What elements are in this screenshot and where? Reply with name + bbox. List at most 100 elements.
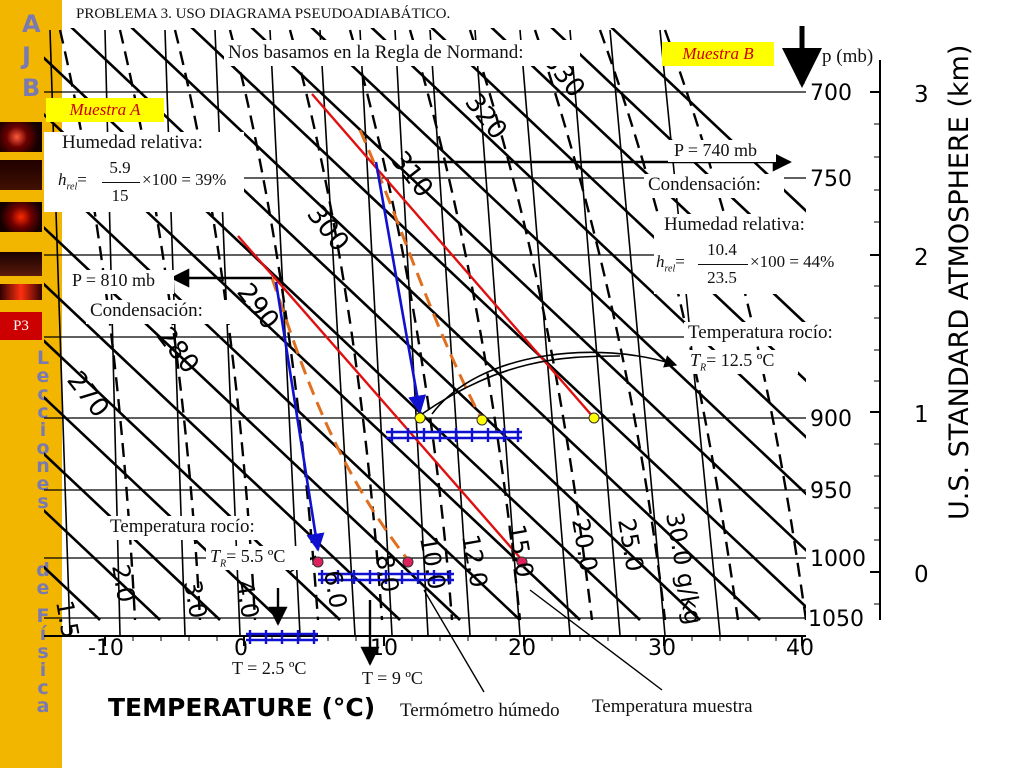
x-tick-label: 40 bbox=[786, 636, 814, 661]
sidebar-letter: c bbox=[37, 401, 49, 423]
mixing-ratio-label: 15.0 bbox=[502, 522, 539, 579]
p-tick-label: 700 bbox=[810, 81, 852, 106]
x-axis-title: TEMPERATURE (°C) bbox=[108, 693, 375, 722]
label-background bbox=[358, 668, 446, 692]
normand-rule-note: Nos basamos en la Regla de Normand: bbox=[228, 42, 524, 63]
p-tick-label: 900 bbox=[810, 407, 852, 432]
sample-b-moist-path bbox=[358, 129, 484, 421]
sidebar-letter: F bbox=[36, 605, 50, 627]
sample-a-rh-result: ×100 = 39% bbox=[142, 170, 227, 189]
label-background bbox=[44, 132, 244, 212]
thumbnail-image[interactable] bbox=[0, 284, 42, 300]
sample-b-dry-path bbox=[311, 93, 595, 419]
thumbnail-image[interactable] bbox=[0, 122, 42, 152]
sample-moist-paths bbox=[270, 129, 484, 561]
sample-b-rh-den: 23.5 bbox=[707, 268, 737, 287]
x-tick-label: 30 bbox=[648, 636, 676, 661]
adiabat-label: 300 bbox=[300, 200, 354, 258]
sample-a-dew-label: Temperatura rocío: bbox=[110, 516, 255, 537]
sample-b-rh-formula: hrel= 10.4 23.5 ×100 = 44% bbox=[656, 240, 835, 287]
label-background bbox=[654, 214, 866, 294]
sidebar-letter: i bbox=[39, 659, 47, 681]
sample-point-a bbox=[516, 556, 528, 568]
x-tick-label: 20 bbox=[508, 636, 536, 661]
x-tick-label: -10 bbox=[88, 636, 124, 661]
sidebar-letter: n bbox=[36, 455, 50, 477]
km-tick-label: 2 bbox=[914, 245, 929, 271]
sample-b-dew-value: TR= 12.5 ºC bbox=[690, 350, 774, 374]
wet-bulb-label: Termómetro húmedo bbox=[400, 700, 560, 721]
slide-number-badge: P3 bbox=[0, 312, 42, 340]
sidebar-letter: c bbox=[37, 677, 49, 699]
mixing-ratio-label: 2.0 bbox=[106, 562, 140, 604]
sidebar-letter: s bbox=[37, 491, 49, 513]
mixing-ratio-label: 1.5 bbox=[50, 598, 84, 640]
thumbnail-image[interactable] bbox=[0, 202, 42, 232]
sample-b-temp-value: T = 9 ºC bbox=[362, 668, 423, 688]
sample-mixing-paths bbox=[274, 161, 427, 552]
mixing-ratio-label: 6.0 bbox=[318, 568, 352, 610]
sidebar-letter: A bbox=[22, 10, 41, 38]
sample-b-cond-label: Condensación: bbox=[648, 174, 761, 195]
km-tick-label: 3 bbox=[914, 82, 929, 108]
sample-a-dew-value: TR= 5.5 ºC bbox=[210, 546, 285, 570]
km-axis-title: U.S. STANDARD ATMOSPHERE (km) bbox=[944, 45, 975, 520]
sample-a-mixing-path bbox=[274, 281, 325, 552]
sample-b-dew-label: Temperatura rocío: bbox=[688, 322, 833, 343]
label-background bbox=[644, 174, 784, 198]
label-background bbox=[668, 140, 776, 162]
sample-temp-label: Temperatura muestra bbox=[592, 696, 753, 717]
sidebar-letter: o bbox=[36, 437, 50, 459]
pressure-unit-label: p (mb) bbox=[822, 46, 874, 67]
label-background bbox=[686, 350, 798, 374]
thumbnail-image[interactable] bbox=[0, 252, 42, 276]
rh-sub: rel bbox=[664, 263, 676, 275]
label-background bbox=[86, 300, 234, 324]
sample-point-b bbox=[588, 412, 600, 424]
label-background bbox=[228, 658, 328, 682]
adiabat-label: 270 bbox=[60, 366, 114, 424]
hatched-bars bbox=[246, 428, 522, 644]
x-tick-label: 10 bbox=[370, 636, 398, 661]
arrow-wet-bulb bbox=[423, 589, 485, 693]
dew-value-text: = 12.5 ºC bbox=[706, 350, 775, 370]
label-background bbox=[104, 516, 288, 540]
sidebar-letter: e bbox=[36, 473, 50, 495]
sample-b-rh-label: Humedad relativa: bbox=[664, 214, 805, 235]
slide-title: PROBLEMA 3. USO DIAGRAMA PSEUDOADIABÁTIC… bbox=[76, 6, 451, 22]
diagram-grid bbox=[44, 28, 806, 635]
mixing-ratio-label: 12.0 bbox=[456, 532, 493, 589]
annotation-arrows bbox=[170, 26, 822, 693]
sample-a-rh-num: 5.9 bbox=[109, 158, 131, 177]
rh-var: h bbox=[656, 252, 665, 271]
sample-b-label: Muestra B bbox=[662, 42, 774, 66]
sample-b-p-cond: P = 740 mb bbox=[674, 140, 757, 160]
dew-point-b bbox=[414, 412, 426, 424]
sample-a-rh-formula: hrel= 5.9 15 ×100 = 39% bbox=[58, 158, 227, 205]
sample-a-dry-path bbox=[237, 235, 523, 561]
sidebar-letter: e bbox=[36, 577, 50, 599]
thumbnail-image[interactable] bbox=[0, 160, 42, 190]
sidebar-letter: B bbox=[22, 74, 41, 102]
arrow-dew-b bbox=[431, 351, 678, 415]
sidebar-letter: c bbox=[37, 383, 49, 405]
x-tick-label: 0 bbox=[234, 636, 248, 661]
dew-var: T bbox=[210, 546, 221, 566]
sample-a-rh-label: Humedad relativa: bbox=[62, 132, 203, 153]
mixing-ratio-label: 25.0 bbox=[612, 516, 649, 573]
km-tick-label: 1 bbox=[914, 402, 929, 428]
km-axis bbox=[870, 60, 881, 620]
mixing-ratio-label: 3.0 bbox=[178, 578, 212, 620]
sidebar-letter: e bbox=[36, 365, 50, 387]
dry-adiabats bbox=[44, 28, 806, 621]
sidebar-letter: í bbox=[39, 623, 47, 645]
fraction-bar bbox=[102, 182, 140, 183]
p-tick-label: 1000 bbox=[810, 547, 866, 572]
dew-value-text: = 5.5 ºC bbox=[226, 546, 286, 566]
sidebar-letter: L bbox=[36, 347, 50, 369]
arrow-dew-b-2 bbox=[421, 355, 621, 415]
sidebar-letter: a bbox=[36, 695, 50, 717]
p-tick-label: 950 bbox=[810, 479, 852, 504]
label-background bbox=[224, 40, 580, 66]
